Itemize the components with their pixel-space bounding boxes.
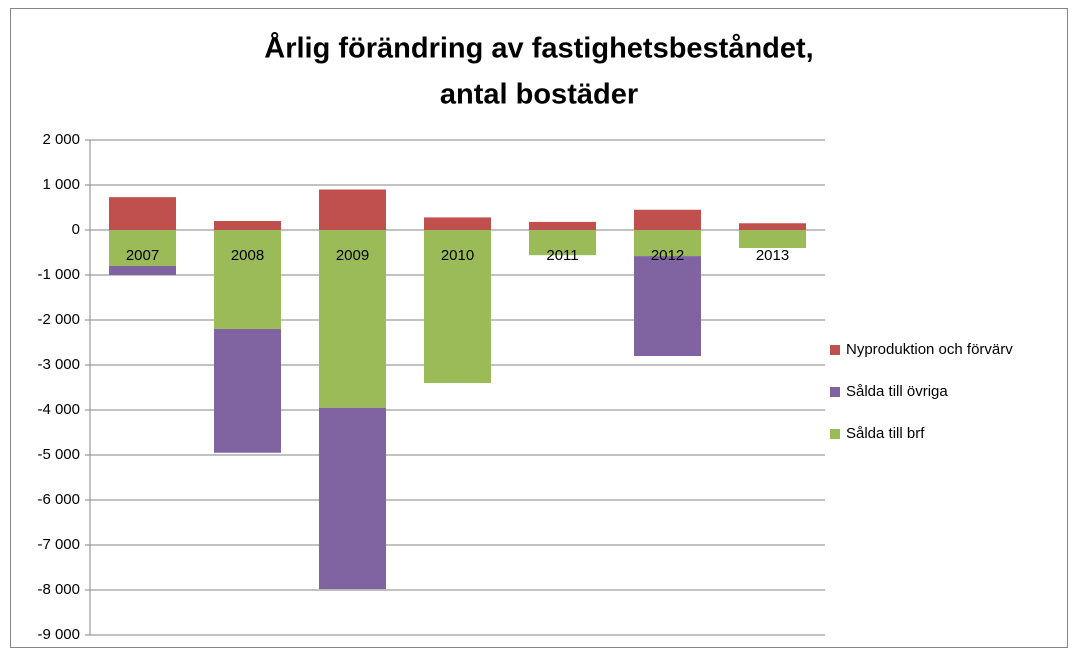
bar-segment: [319, 230, 386, 408]
legend-label: Sålda till brf: [846, 425, 925, 442]
y-tick-label: -9 000: [37, 626, 80, 643]
y-tick-label: 1 000: [42, 176, 80, 193]
x-tick-label: 2009: [336, 247, 369, 264]
bar-segment: [214, 221, 281, 230]
x-tick-label: 2010: [441, 247, 474, 264]
bar-segment: [424, 217, 491, 230]
bar-segment: [109, 266, 176, 275]
bar-segment: [739, 230, 806, 248]
y-tick-label: -4 000: [37, 401, 80, 418]
chart-title: Årlig förändring av fastighetsbeståndet,: [264, 32, 813, 65]
bar-segment: [634, 230, 701, 257]
x-tick-label: 2011: [546, 247, 578, 264]
bar-segment: [739, 223, 806, 230]
y-tick-label: -7 000: [37, 536, 80, 553]
legend-label: Nyproduktion och förvärv: [846, 341, 1013, 358]
y-tick-label: -1 000: [37, 266, 80, 283]
y-tick-label: 0: [72, 221, 80, 238]
legend-swatch: [830, 345, 840, 355]
bar-segment: [319, 407, 386, 590]
y-tick-label: -5 000: [37, 446, 80, 463]
bar-segment: [529, 230, 596, 256]
legend-label: Sålda till övriga: [846, 383, 948, 400]
y-tick-label: -6 000: [37, 491, 80, 508]
x-tick-label: 2008: [231, 247, 264, 264]
y-tick-label: -8 000: [37, 581, 80, 598]
chart-border: [10, 8, 1068, 648]
y-tick-label: -3 000: [37, 356, 80, 373]
y-tick-label: -2 000: [37, 311, 80, 328]
x-tick-label: 2013: [756, 247, 789, 264]
legend-swatch: [830, 429, 840, 439]
bar-segment: [319, 189, 386, 230]
bar-segment: [214, 329, 281, 453]
bar-segment: [109, 230, 176, 266]
x-tick-label: 2012: [651, 247, 684, 264]
bar-segment: [529, 221, 596, 230]
y-tick-label: 2 000: [42, 131, 80, 148]
chart-title: antal bostäder: [440, 79, 638, 111]
bar-segment: [109, 197, 176, 230]
x-tick-label: 2007: [126, 247, 159, 264]
bar-segment: [634, 209, 701, 230]
bar-segment: [634, 256, 701, 356]
legend-swatch: [830, 387, 840, 397]
bar-segment: [424, 230, 491, 383]
bar-segment: [214, 230, 281, 329]
